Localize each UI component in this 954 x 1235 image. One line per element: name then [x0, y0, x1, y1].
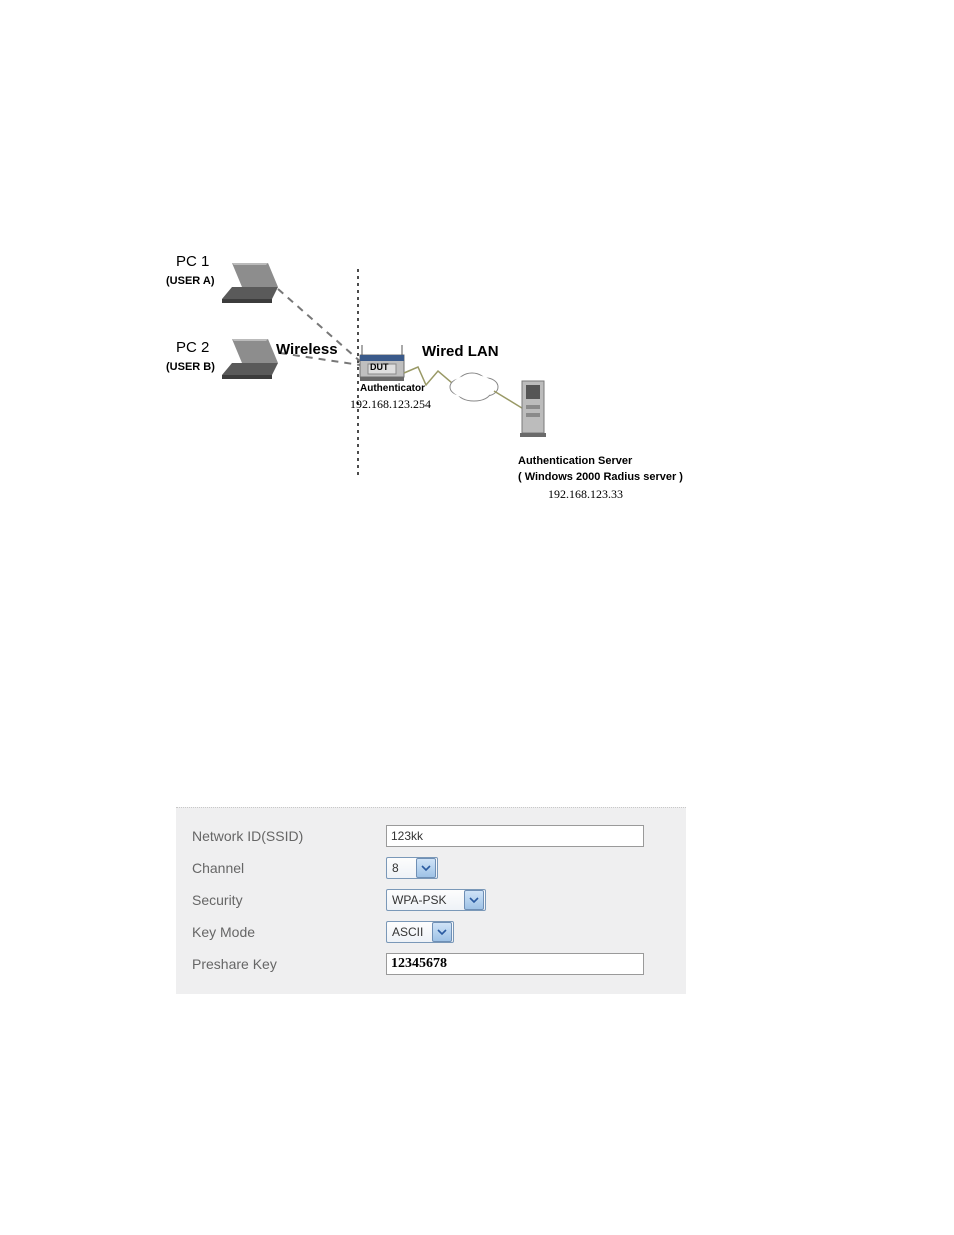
security-value: WPA-PSK	[392, 893, 460, 907]
channel-value: 8	[392, 861, 412, 875]
wired-lan-label: Wired LAN	[422, 343, 499, 360]
row-preshare: Preshare Key 12345678	[176, 948, 686, 980]
chevron-down-icon	[416, 858, 436, 878]
keymode-label: Key Mode	[192, 924, 386, 940]
ssid-label: Network ID(SSID)	[192, 828, 386, 844]
pc2-title: PC 2	[176, 339, 209, 356]
pc1-title: PC 1	[176, 253, 209, 270]
row-ssid: Network ID(SSID) 123kk	[176, 820, 686, 852]
ssid-input[interactable]: 123kk	[386, 825, 644, 847]
pc2-subtitle: (USER B)	[166, 361, 215, 373]
network-diagram: PC 1 (USER A) PC 2 (USER B) Wireless DUT…	[160, 245, 720, 525]
channel-label: Channel	[192, 860, 386, 876]
row-channel: Channel 8	[176, 852, 686, 884]
wireless-label: Wireless	[276, 341, 338, 358]
row-security: Security WPA-PSK	[176, 884, 686, 916]
diagram-svg	[160, 245, 720, 525]
row-keymode: Key Mode ASCII	[176, 916, 686, 948]
server-title: Authentication Server	[518, 455, 632, 467]
keymode-value: ASCII	[392, 925, 428, 939]
channel-select[interactable]: 8	[386, 857, 438, 879]
wireless-settings-panel: Network ID(SSID) 123kk Channel 8 Securit…	[176, 807, 686, 994]
page: PC 1 (USER A) PC 2 (USER B) Wireless DUT…	[0, 0, 954, 1235]
server-ip: 192.168.123.33	[548, 487, 623, 502]
pc1-subtitle: (USER A)	[166, 275, 214, 287]
keymode-select[interactable]: ASCII	[386, 921, 454, 943]
dut-ip: 192.168.123.254	[350, 397, 431, 412]
security-label: Security	[192, 892, 386, 908]
preshare-input[interactable]: 12345678	[386, 953, 644, 975]
preshare-label: Preshare Key	[192, 956, 386, 972]
laptop-pc2-icon	[222, 339, 278, 379]
dut-label: DUT	[370, 362, 389, 372]
security-select[interactable]: WPA-PSK	[386, 889, 486, 911]
server-icon	[520, 381, 546, 437]
laptop-pc1-icon	[222, 263, 278, 303]
cloud-icon	[450, 373, 498, 401]
chevron-down-icon	[464, 890, 484, 910]
chevron-down-icon	[432, 922, 452, 942]
dut-sublabel: Authenticator	[360, 383, 425, 394]
server-subtitle: ( Windows 2000 Radius server )	[518, 471, 683, 483]
